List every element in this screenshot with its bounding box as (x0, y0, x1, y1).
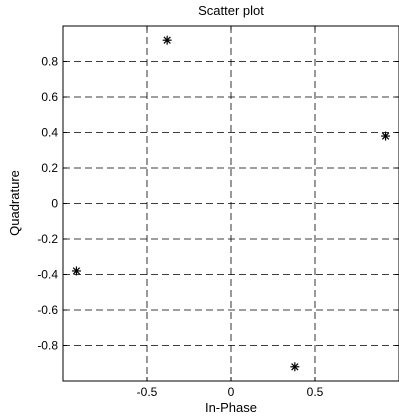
y-tick-label: -0.2 (37, 232, 58, 246)
y-tick-label: 0.8 (41, 55, 58, 69)
y-tick-label: -0.6 (37, 303, 58, 317)
x-tick-label: 0 (228, 385, 235, 399)
y-tick-label: 0 (51, 197, 58, 211)
grid-layer (63, 26, 399, 381)
x-axis-title: In-Phase (205, 400, 257, 415)
y-tick-label: -0.4 (37, 268, 58, 282)
data-point (71, 266, 81, 276)
x-tick-label: 0.5 (307, 385, 324, 399)
y-tick-label: -0.8 (37, 339, 58, 353)
y-tick-label: 0.4 (41, 126, 58, 140)
chart-title: Scatter plot (198, 3, 264, 18)
y-axis-title: Quadrature (7, 170, 22, 236)
data-point (290, 362, 300, 372)
data-point (381, 131, 391, 141)
x-tick-label: -0.5 (137, 385, 158, 399)
data-point (162, 35, 172, 45)
tick-layer: -0.5 0 0.5 0.8 0.6 0.4 0.2 0 -0.2 -0.4 -0.6 -0.8 (37, 26, 399, 399)
points-layer (71, 35, 391, 372)
y-tick-label: 0.2 (41, 161, 58, 175)
plot-frame (62, 25, 399, 382)
y-tick-label: 0.6 (41, 90, 58, 104)
